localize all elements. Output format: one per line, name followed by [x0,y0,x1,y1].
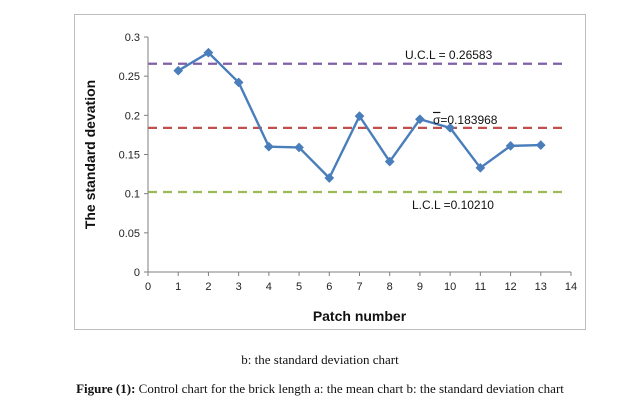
figure-caption: Figure (1): Control chart for the brick … [0,381,640,397]
sigma-symbol: σ [433,113,441,127]
chart-frame: 0 0.05 0.1 0.15 0.2 0.25 0.3 0 1 2 3 4 5 6 7 8 9 10 11 12 13… [74,14,586,330]
lcl-label: L.C.L =0.10210 [412,198,494,212]
x-tick-label: 11 [475,281,486,293]
data-point [535,140,546,151]
center-value: =0.183968 [440,113,497,127]
series [173,47,546,183]
y-tick-label: 0.2 [125,110,140,122]
data-point [263,141,274,152]
x-tick-label: 0 [145,281,151,293]
data-point [505,140,516,151]
x-tick-label: 8 [387,281,393,293]
center-label: σ=0.183968 [433,113,498,127]
figure-caption-text: Control chart for the brick length a: th… [135,381,564,396]
y-tick-label: 0.1 [125,189,140,201]
data-point [233,77,244,88]
y-tick-label: 0.3 [125,32,140,44]
x-tick-label: 3 [236,281,242,293]
x-tick-label: 1 [175,281,181,293]
reference-lines [148,62,567,194]
figure-label: Figure (1): [76,381,136,396]
ucl-label: U.C.L = 0.26583 [405,48,493,62]
x-tick-label: 9 [417,281,423,293]
y-tick-label: 0.05 [119,228,140,240]
y-tick-label: 0 [134,267,140,279]
data-point [203,47,214,58]
data-point [354,111,365,122]
data-point [173,65,184,76]
data-point [445,122,456,133]
data-point [414,114,425,125]
y-tick-label: 0.15 [119,150,140,162]
x-tick-label: 14 [565,281,577,293]
axes: 00.050.10.150.20.250.30 1 2 3 4 5 6 7 8 9 10 11 12 13… [119,32,578,293]
y-axis-title: The standard devation [82,80,98,229]
y-tick-label: 0.25 [119,71,140,83]
sub-caption: b: the standard deviation chart [241,352,399,367]
x-tick-label: 5 [296,281,302,293]
x-tick-label: 13 [535,281,547,293]
x-axis-title: Patch number [313,308,407,324]
data-point [324,173,335,183]
data-point [384,156,395,167]
x-tick-label: 6 [326,281,332,293]
x-tick-label: 10 [444,281,456,293]
data-point [475,162,486,173]
x-tick-label: 2 [205,281,211,293]
reference-labels: U.C.L = 0.26583 σ=0.183968 L.C.L =0.10210 [405,48,498,212]
data-point [294,142,305,153]
x-tick-label: 7 [356,281,362,293]
x-tick-label: 12 [504,281,516,293]
x-tick-label: 4 [266,281,272,293]
std-dev-chart: 00.050.10.150.20.250.30 1 2 3 4 5 6 7 8 9 10 11 12 13… [82,32,578,324]
